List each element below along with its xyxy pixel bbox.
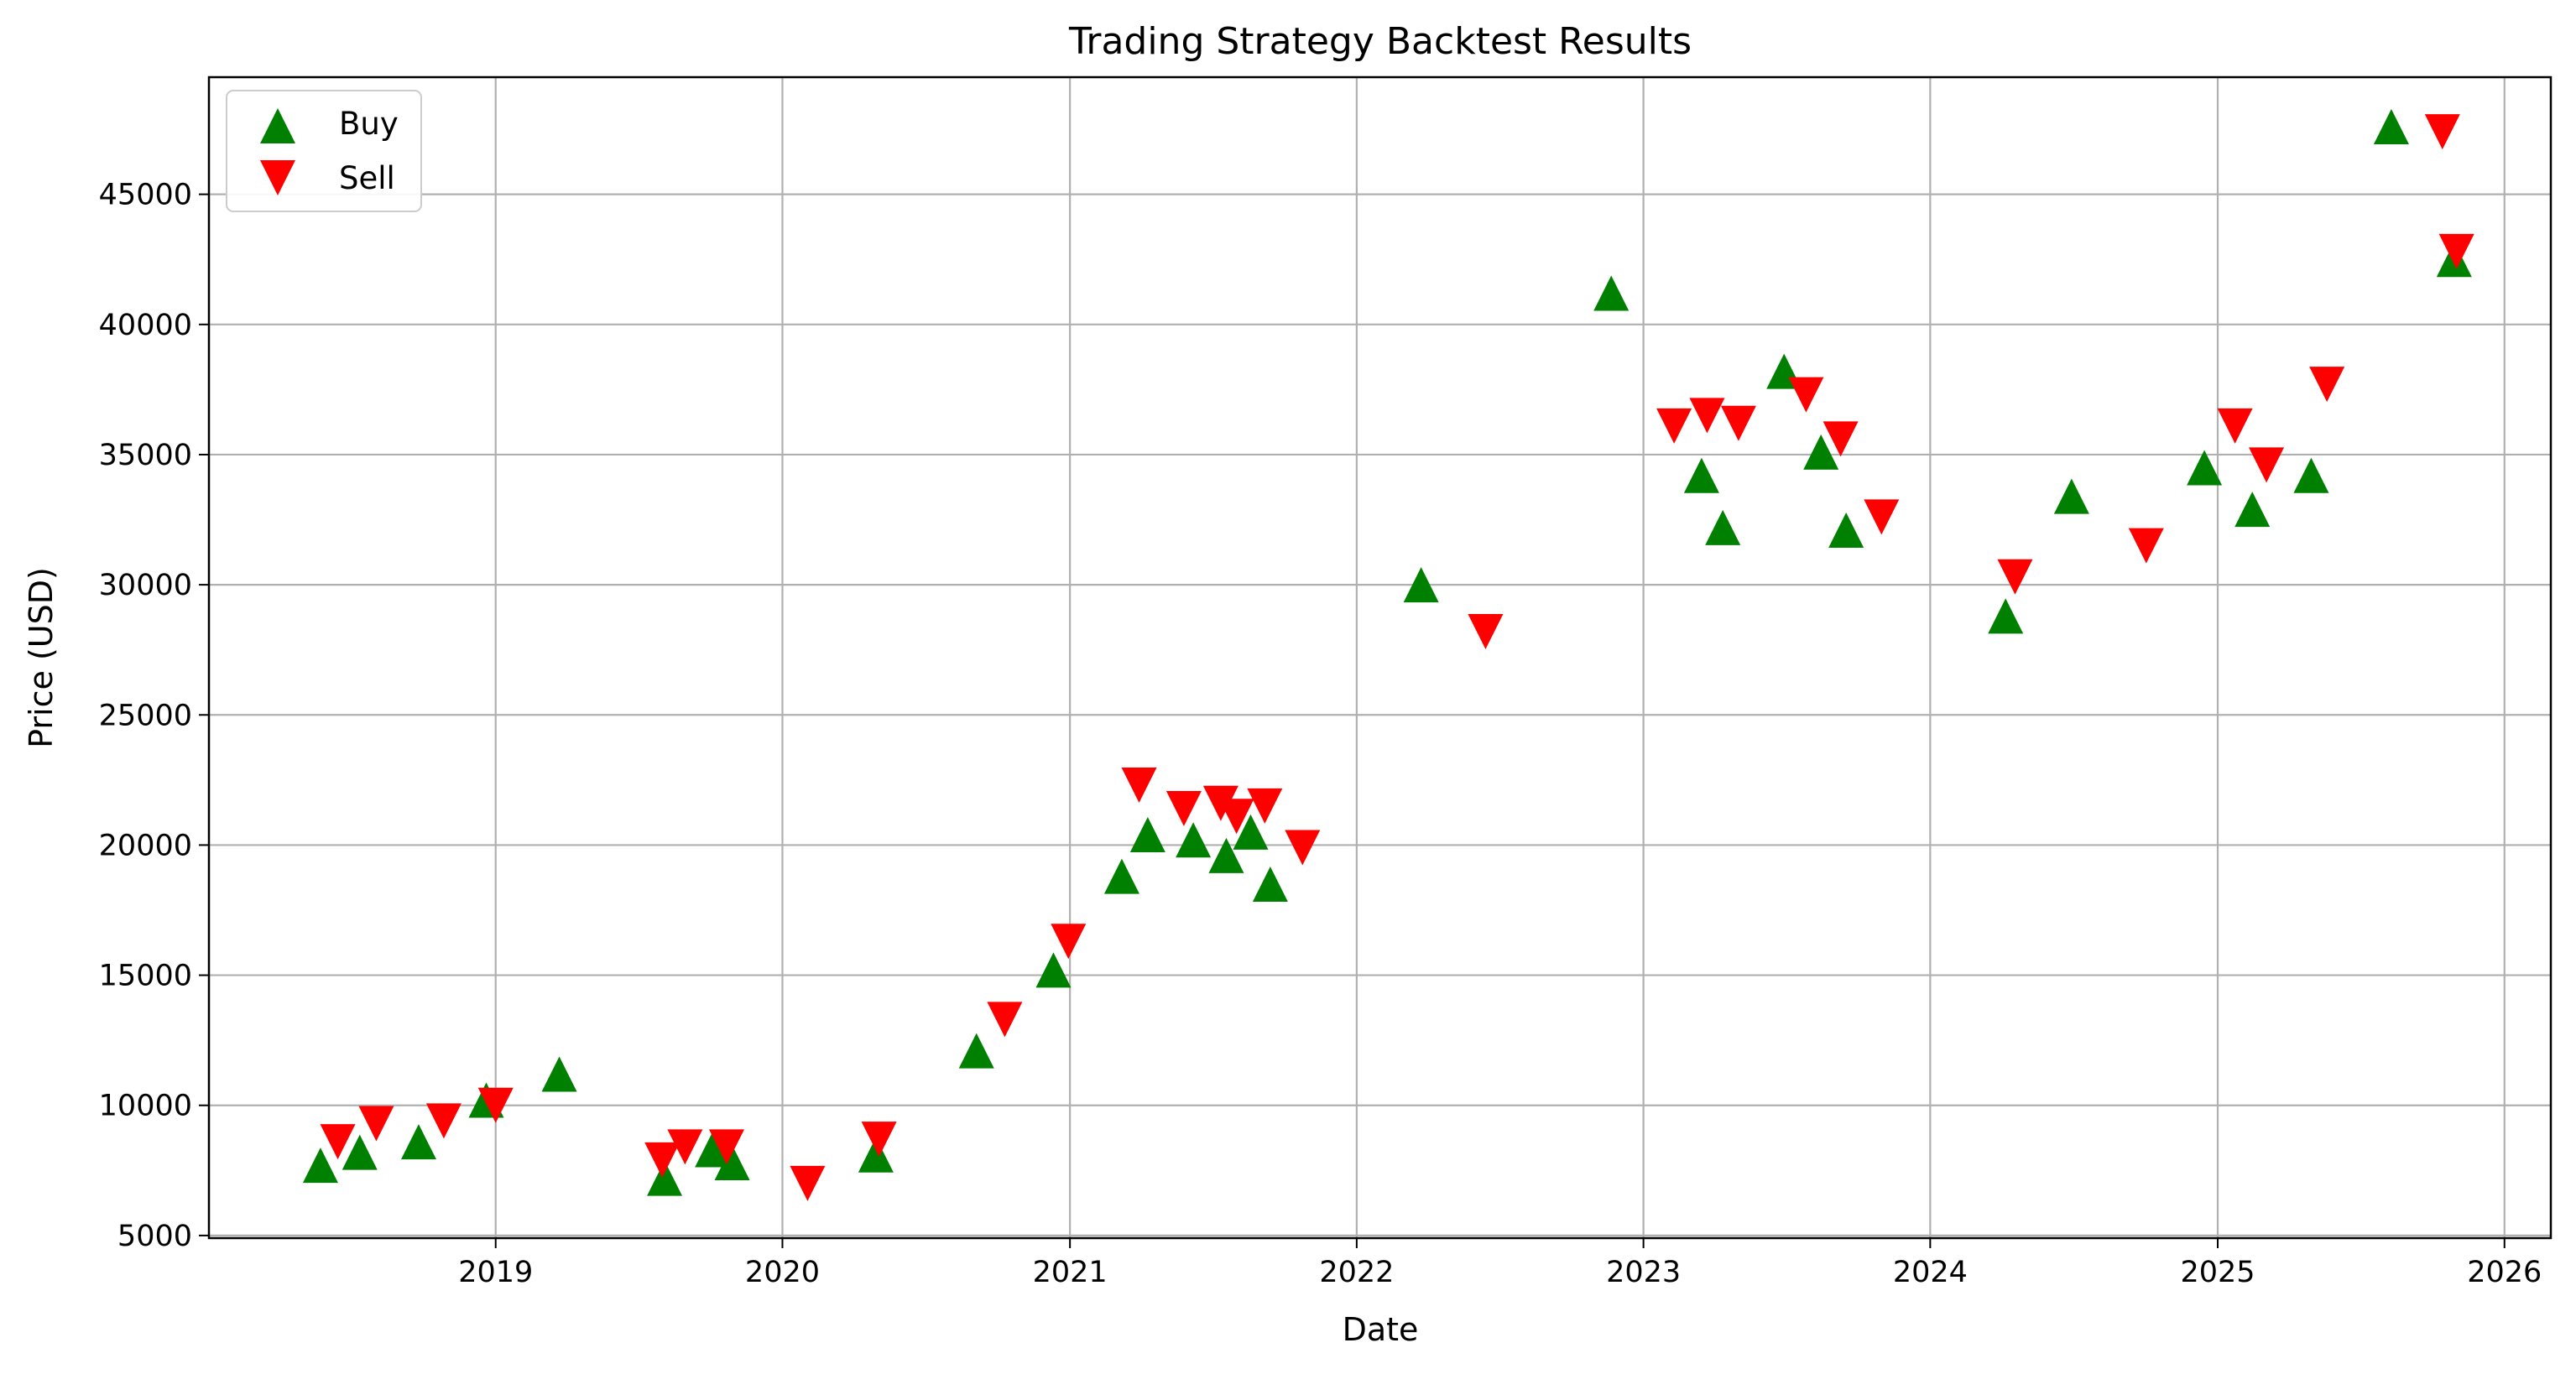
x-tick-label: 2023 <box>1606 1256 1681 1289</box>
buy-marker <box>400 1124 436 1160</box>
sell-marker <box>1051 924 1087 960</box>
sell-marker <box>2438 233 2474 269</box>
sell-marker <box>320 1124 356 1160</box>
axis-ticks <box>199 193 2506 1248</box>
buy-marker <box>2053 478 2089 514</box>
sell-marker <box>644 1142 681 1178</box>
sell-marker <box>1285 830 1321 866</box>
buy-marker <box>541 1056 577 1092</box>
buy-marker <box>1683 457 1719 493</box>
legend-sell-label: Sell <box>339 160 395 196</box>
y-tick-label: 25000 <box>99 699 192 732</box>
legend-sell-marker <box>260 160 295 195</box>
buy-marker <box>1803 434 1839 470</box>
sell-marker <box>1788 377 1824 413</box>
sell-marker <box>1218 799 1254 835</box>
sell-marker <box>1997 559 2033 595</box>
x-tick-label: 2021 <box>1033 1256 1108 1289</box>
buy-marker <box>647 1160 683 1196</box>
buy-marker <box>1233 814 1269 850</box>
sell-marker <box>1656 408 1692 444</box>
sell-marker <box>1720 405 1756 441</box>
legend-buy-label: Buy <box>339 106 399 142</box>
x-tick-label: 2024 <box>1893 1256 1968 1289</box>
sell-marker <box>1822 421 1859 457</box>
sell-marker <box>2249 447 2285 483</box>
buy-marker <box>695 1132 731 1168</box>
x-tick-label: 2019 <box>458 1256 533 1289</box>
buy-marker <box>2293 457 2329 493</box>
sell-marker <box>477 1087 514 1123</box>
buy-marker <box>2373 108 2409 144</box>
buy-marker <box>714 1145 750 1181</box>
sell-marker <box>861 1122 897 1158</box>
y-tick-label: 35000 <box>99 439 192 472</box>
y-tick-label: 30000 <box>99 569 192 602</box>
y-tick-label: 5000 <box>117 1220 192 1253</box>
buy-marker <box>1176 822 1212 858</box>
x-tick-label: 2026 <box>2467 1256 2542 1289</box>
sell-marker <box>1864 499 1900 535</box>
sell-marker <box>2128 528 2164 564</box>
buy-marker <box>1035 952 1072 988</box>
y-tick-label: 20000 <box>99 829 192 862</box>
buy-marker <box>1129 817 1165 853</box>
sell-marker <box>358 1106 394 1142</box>
chart-title: Trading Strategy Backtest Results <box>1068 20 1692 63</box>
plot-frame <box>207 75 2553 1240</box>
buy-marker <box>2187 450 2223 486</box>
sell-marker <box>667 1129 703 1165</box>
sell-marker <box>1247 788 1283 824</box>
buy-marker <box>302 1148 338 1184</box>
buy-marker <box>1705 509 1741 545</box>
buy-marker <box>858 1137 894 1173</box>
legend: Buy Sell <box>226 90 422 212</box>
x-tick-label: 2025 <box>2180 1256 2255 1289</box>
sell-marker <box>425 1103 461 1139</box>
y-tick-label: 45000 <box>99 179 192 212</box>
buy-marker <box>1403 567 1439 603</box>
sell-marker <box>790 1165 826 1201</box>
buy-marker <box>1988 598 2024 634</box>
x-tick-label: 2020 <box>745 1256 820 1289</box>
legend-buy-marker <box>260 108 295 143</box>
buy-marker <box>2234 492 2271 528</box>
y-tick-label: 40000 <box>99 309 192 342</box>
buy-marker <box>1252 866 1288 902</box>
x-tick-label: 2022 <box>1319 1256 1394 1289</box>
y-tick-labels: 5000 10000 15000 20000 25000 30000 35000 40000 4… <box>99 179 192 1253</box>
x-axis-label: Date <box>1343 1311 1419 1348</box>
buy-marker <box>1103 858 1139 894</box>
buy-marker <box>342 1134 378 1170</box>
sell-marker <box>1689 398 1725 434</box>
data-markers <box>302 108 2474 1201</box>
sell-marker <box>1121 768 1157 804</box>
sell-marker <box>2424 114 2460 150</box>
grid-lines <box>209 77 2551 1238</box>
sell-marker <box>2309 367 2345 403</box>
buy-marker <box>1208 837 1244 873</box>
sell-marker <box>708 1129 744 1165</box>
buy-marker <box>958 1033 994 1069</box>
buy-marker <box>1828 512 1864 548</box>
sell-marker <box>1165 790 1202 826</box>
y-tick-label: 10000 <box>99 1090 192 1123</box>
y-axis-label: Price (USD) <box>23 567 60 748</box>
sell-marker <box>987 1002 1023 1038</box>
sell-marker <box>1468 613 1504 649</box>
sell-marker <box>1202 785 1238 821</box>
x-tick-labels: 2019 2020 2021 2022 2023 2024 2025 2026 <box>458 1256 2542 1289</box>
sell-marker <box>2217 408 2253 444</box>
buy-marker <box>1593 275 1630 311</box>
y-tick-label: 15000 <box>99 960 192 993</box>
